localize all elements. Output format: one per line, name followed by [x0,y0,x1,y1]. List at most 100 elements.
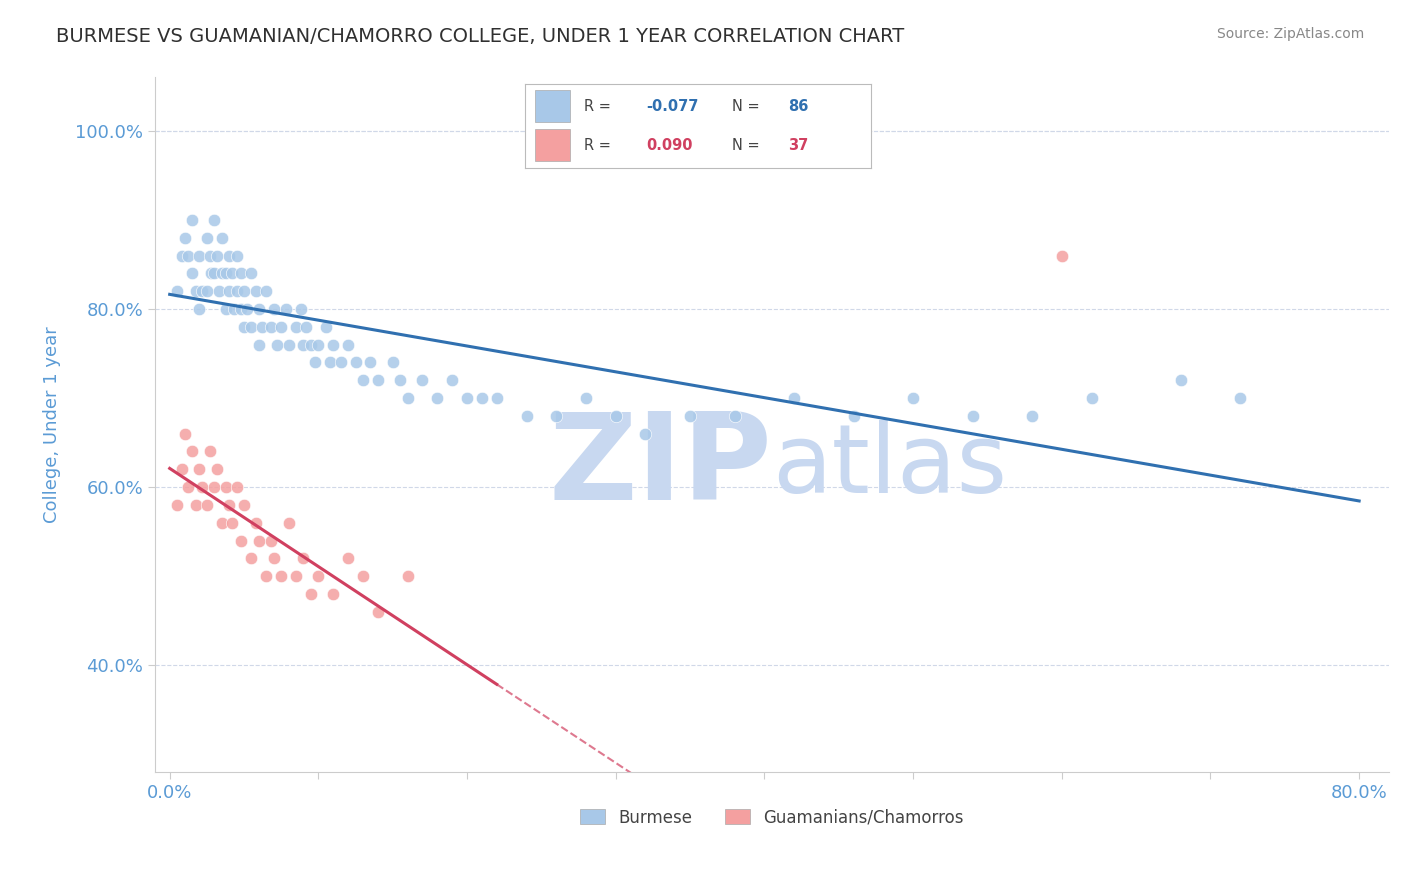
Point [441,373,464,387]
Text: atlas: atlas [772,420,1007,513]
Point [260,533,283,548]
Point [381,355,404,369]
Point [250,319,273,334]
Point [263,301,285,316]
Y-axis label: College, Under 1 year: College, Under 1 year [44,326,60,523]
Point [225,248,247,262]
Point [307,337,329,351]
Point [471,391,494,405]
Point [901,391,924,405]
Point [170,248,193,262]
Point [233,284,256,298]
Point [337,337,360,351]
Point [359,355,381,369]
Point [270,569,292,583]
Point [319,355,342,369]
Point [515,409,537,423]
Point [181,213,204,227]
Text: Source: ZipAtlas.com: Source: ZipAtlas.com [1216,27,1364,41]
Point [225,284,247,298]
Point [195,498,218,512]
Point [222,301,245,316]
Point [215,480,238,494]
Point [270,319,292,334]
Point [195,231,218,245]
Point [679,409,702,423]
Point [1080,391,1102,405]
Point [1021,409,1043,423]
Point [299,337,322,351]
Point [277,516,299,530]
Point [292,551,315,566]
Point [329,355,352,369]
Point [426,391,449,405]
Point [274,301,297,316]
Point [229,266,252,280]
Point [233,498,256,512]
Point [181,444,204,458]
Point [229,533,252,548]
Point [724,409,747,423]
Point [221,266,243,280]
Point [292,337,315,351]
Point [263,551,285,566]
Point [218,248,240,262]
Point [456,391,478,405]
Point [195,284,218,298]
Point [207,248,229,262]
Point [188,301,211,316]
Point [166,498,188,512]
Point [208,284,231,298]
Point [191,284,214,298]
Point [315,319,337,334]
Point [485,391,508,405]
Point [198,444,221,458]
Point [322,587,344,601]
Point [240,551,263,566]
Point [221,516,243,530]
Point [634,426,657,441]
Point [307,569,329,583]
Point [166,284,188,298]
Point [181,266,204,280]
Point [322,337,344,351]
Point [247,337,270,351]
Point [215,301,238,316]
Text: BURMESE VS GUAMANIAN/CHAMORRO COLLEGE, UNDER 1 YEAR CORRELATION CHART: BURMESE VS GUAMANIAN/CHAMORRO COLLEGE, U… [56,27,904,45]
Point [1229,391,1251,405]
Point [277,337,299,351]
Point [211,231,233,245]
Point [1170,373,1192,387]
Point [285,319,308,334]
Point [605,409,627,423]
Point [783,391,806,405]
Point [352,569,374,583]
Point [352,373,374,387]
Point [207,462,229,476]
Point [202,266,225,280]
Point [260,319,283,334]
Point [254,569,277,583]
Point [200,266,222,280]
Point [186,284,208,298]
Point [842,409,865,423]
Point [176,248,198,262]
Point [211,266,233,280]
Legend: Burmese, Guamanians/Chamorros: Burmese, Guamanians/Chamorros [572,802,970,833]
Point [188,462,211,476]
Point [411,373,433,387]
Point [176,480,198,494]
Point [173,426,195,441]
Point [229,301,252,316]
Point [218,498,240,512]
Point [245,516,267,530]
Point [198,248,221,262]
Point [240,319,263,334]
Point [245,284,267,298]
Point [290,301,312,316]
Point [962,409,984,423]
Point [247,533,270,548]
Point [367,373,389,387]
Point [396,569,419,583]
Point [202,480,225,494]
